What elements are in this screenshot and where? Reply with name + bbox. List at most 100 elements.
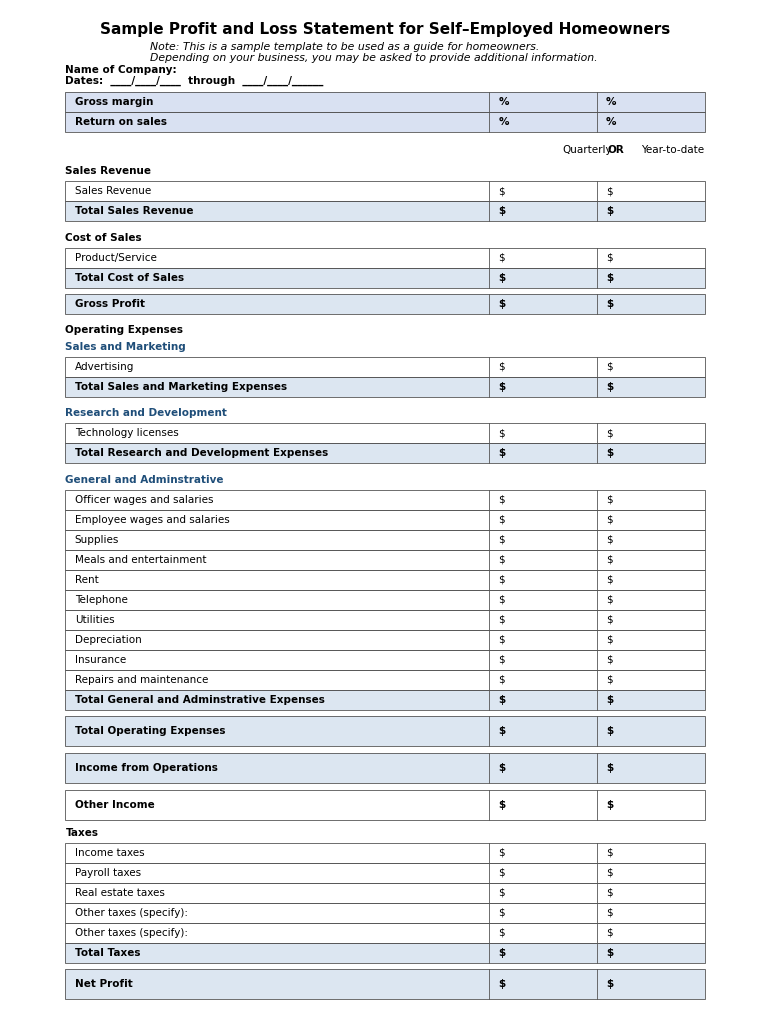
Text: $: $: [498, 361, 505, 372]
Text: $: $: [606, 763, 613, 773]
Text: Sample Profit and Loss Statement for Self–Employed Homeowners: Sample Profit and Loss Statement for Sel…: [100, 23, 670, 37]
Text: Quarterly: Quarterly: [563, 144, 612, 155]
Text: $: $: [606, 495, 613, 505]
Text: Cost of Sales: Cost of Sales: [65, 232, 142, 243]
Bar: [65, 356, 705, 377]
Text: $: $: [606, 635, 613, 645]
Text: Total Sales Revenue: Total Sales Revenue: [75, 206, 193, 216]
Text: Depreciation: Depreciation: [75, 635, 142, 645]
Text: Utilities: Utilities: [75, 614, 114, 625]
Text: $: $: [606, 800, 613, 810]
Bar: [65, 181, 705, 201]
Text: Total Sales and Marketing Expenses: Total Sales and Marketing Expenses: [75, 382, 286, 392]
Text: General and Adminstrative: General and Adminstrative: [65, 475, 224, 484]
Text: Sales Revenue: Sales Revenue: [75, 186, 151, 197]
Text: Total Cost of Sales: Total Cost of Sales: [75, 272, 184, 283]
Bar: [65, 92, 705, 112]
Text: $: $: [498, 272, 505, 283]
Bar: [65, 862, 705, 883]
Text: Gross margin: Gross margin: [75, 97, 153, 108]
Bar: [65, 550, 705, 569]
Bar: [65, 112, 705, 132]
Text: Insurance: Insurance: [75, 654, 126, 665]
Text: $: $: [498, 800, 505, 810]
Bar: [65, 489, 705, 510]
Text: Telephone: Telephone: [75, 595, 128, 605]
Bar: [65, 609, 705, 630]
Bar: [65, 689, 705, 710]
Bar: [65, 883, 705, 902]
Text: $: $: [606, 361, 613, 372]
Text: Sales and Marketing: Sales and Marketing: [65, 342, 186, 351]
Text: Meals and entertainment: Meals and entertainment: [75, 555, 206, 565]
Bar: [65, 923, 705, 942]
Text: $: $: [498, 763, 505, 773]
Bar: [65, 883, 705, 902]
Text: Advertising: Advertising: [75, 361, 134, 372]
Text: $: $: [606, 428, 613, 438]
Bar: [65, 267, 705, 288]
Text: Income taxes: Income taxes: [75, 848, 144, 858]
Text: Sales Revenue: Sales Revenue: [65, 166, 152, 176]
Text: Year-to-date: Year-to-date: [641, 144, 705, 155]
Bar: [65, 377, 705, 396]
Text: $: $: [498, 206, 505, 216]
Text: Dates:  ____/____/____  through  ____/____/______: Dates: ____/____/____ through ____/____/…: [65, 76, 324, 86]
Text: %: %: [606, 117, 617, 127]
Bar: [65, 423, 705, 443]
Bar: [65, 489, 705, 510]
Text: $: $: [606, 299, 613, 309]
Bar: [65, 630, 705, 649]
Bar: [65, 689, 705, 710]
Bar: [65, 969, 705, 999]
Text: $: $: [498, 947, 505, 957]
Bar: [65, 942, 705, 963]
Text: $: $: [606, 515, 613, 525]
Text: Real estate taxes: Real estate taxes: [75, 888, 165, 898]
Text: $: $: [498, 428, 505, 438]
Text: $: $: [498, 907, 505, 918]
Text: $: $: [606, 654, 613, 665]
Bar: [65, 969, 705, 999]
Text: $: $: [606, 675, 613, 685]
Text: %: %: [606, 97, 617, 108]
Bar: [65, 843, 705, 862]
Bar: [65, 377, 705, 396]
Bar: [65, 902, 705, 923]
Bar: [65, 423, 705, 443]
Text: $: $: [498, 848, 505, 858]
Bar: [65, 716, 705, 746]
Text: $: $: [606, 614, 613, 625]
Text: $: $: [498, 495, 505, 505]
Bar: [65, 630, 705, 649]
Text: $: $: [606, 272, 613, 283]
Text: $: $: [606, 979, 613, 989]
Bar: [65, 753, 705, 783]
Text: $: $: [498, 186, 505, 197]
Bar: [65, 443, 705, 463]
Text: $: $: [606, 186, 613, 197]
Bar: [65, 92, 705, 112]
Bar: [65, 510, 705, 529]
Text: $: $: [498, 515, 505, 525]
Text: $: $: [606, 947, 613, 957]
Text: Research and Development: Research and Development: [65, 409, 227, 418]
Text: $: $: [606, 449, 613, 459]
Bar: [65, 529, 705, 550]
Bar: [65, 649, 705, 670]
Bar: [65, 590, 705, 609]
Bar: [65, 356, 705, 377]
Text: Product/Service: Product/Service: [75, 253, 156, 263]
Text: $: $: [606, 694, 613, 705]
Text: Operating Expenses: Operating Expenses: [65, 326, 183, 335]
Text: $: $: [498, 555, 505, 565]
Text: $: $: [606, 907, 613, 918]
Text: Other taxes (specify):: Other taxes (specify):: [75, 907, 188, 918]
Bar: [65, 443, 705, 463]
Bar: [65, 942, 705, 963]
Text: Depending on your business, you may be asked to provide additional information.: Depending on your business, you may be a…: [150, 53, 598, 63]
Text: $: $: [498, 694, 505, 705]
Text: $: $: [498, 979, 505, 989]
Bar: [65, 248, 705, 267]
Text: $: $: [498, 382, 505, 392]
